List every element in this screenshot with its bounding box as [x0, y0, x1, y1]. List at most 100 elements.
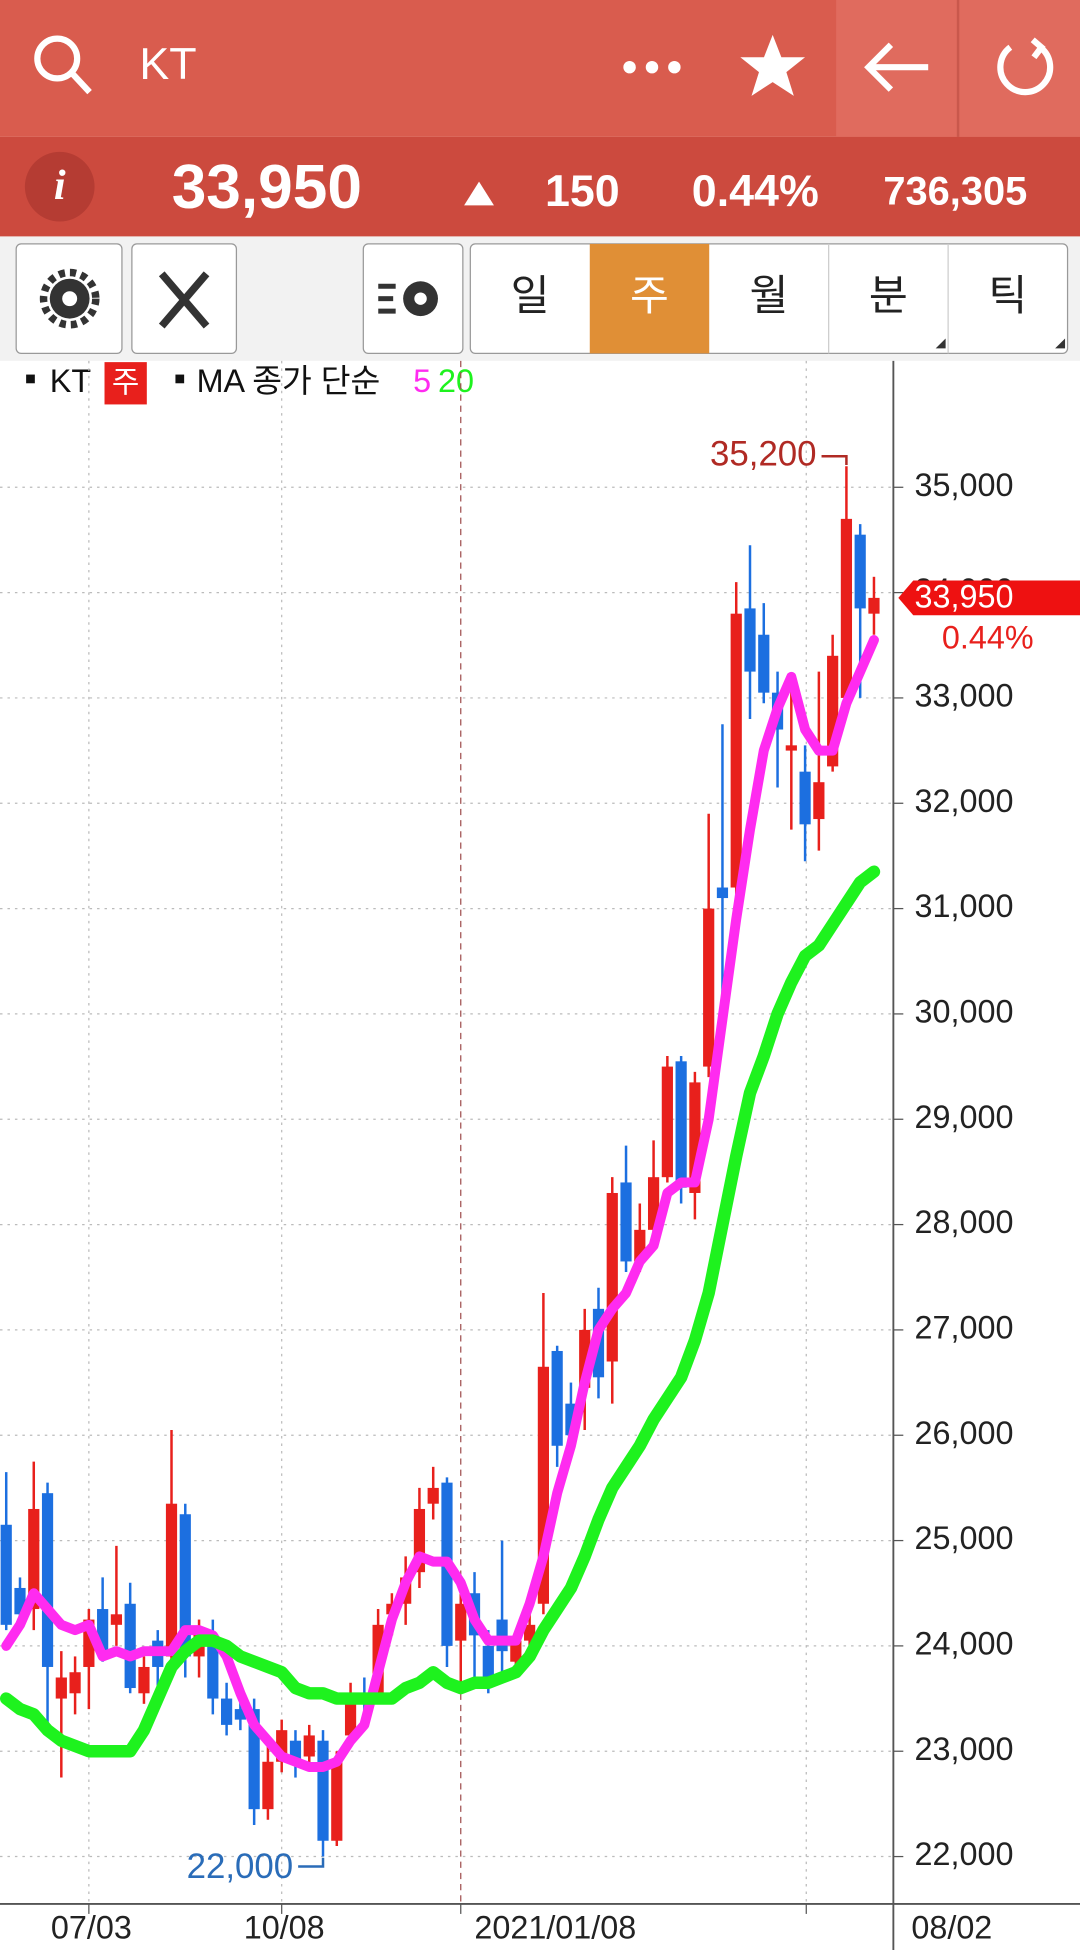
ma-line — [0, 865, 881, 1758]
legend-period-bg — [104, 362, 147, 405]
favorite-button[interactable] — [740, 34, 806, 96]
volume: 736,305 — [883, 170, 1027, 214]
y-tick-label: 29,000 — [915, 1099, 1014, 1135]
candle-body — [413, 1508, 426, 1573]
y-tick-label: 35,000 — [915, 467, 1014, 503]
x-tick-label: 2021/01/08 — [474, 1910, 636, 1946]
candle-body — [69, 1672, 81, 1694]
legend-entry: 5 — [413, 363, 431, 399]
info-icon: i — [54, 162, 66, 209]
candle-body — [83, 1619, 95, 1667]
tools-button[interactable] — [131, 243, 238, 355]
active-tab — [589, 243, 710, 354]
legend-period: 주 — [112, 366, 139, 399]
up-arrow — [464, 181, 494, 206]
candle-body — [647, 1177, 660, 1230]
y-tick-label: 28,000 — [915, 1204, 1014, 1240]
candle-body — [703, 908, 715, 1067]
y-tick-label: 25,000 — [915, 1520, 1014, 1556]
candle-body — [840, 518, 853, 698]
candle-body — [716, 887, 729, 899]
candle-body — [303, 1735, 315, 1757]
candle-body — [661, 1066, 673, 1178]
candle-body — [55, 1677, 67, 1699]
plot: 22,000 23,000 24,000 25,000 26,000 27,000 28,0… — [0, 360, 1080, 1946]
candle-body — [0, 1524, 12, 1625]
candle-body — [110, 1614, 123, 1625]
candle-body — [854, 534, 866, 609]
x-last-date: 08/02 — [911, 1910, 992, 1946]
candle-body — [634, 1229, 646, 1262]
min-arrow — [298, 1857, 325, 1868]
legend-marker — [175, 374, 185, 384]
x-tick-label: 07/03 — [51, 1910, 132, 1946]
candle-body — [496, 1619, 508, 1652]
candle-body — [331, 1761, 343, 1841]
candle-body — [524, 1624, 536, 1641]
legend-ma: MA 종가 단순 — [197, 363, 381, 399]
stock-name: KT — [139, 39, 196, 89]
change: 150 — [545, 166, 620, 216]
y-tick-label: 30,000 — [915, 993, 1014, 1029]
candle-body — [41, 1493, 54, 1667]
y-tick-label: 24,000 — [915, 1625, 1014, 1661]
candle-body — [799, 771, 811, 825]
info-button[interactable] — [24, 151, 95, 222]
last-price-tag — [898, 580, 1080, 616]
tab[interactable]: 일 — [511, 272, 550, 319]
candle-body — [689, 1082, 701, 1193]
tab[interactable]: 월 — [749, 272, 788, 319]
legend-series: 5 20 — [413, 363, 474, 399]
tab-corner — [935, 338, 946, 349]
y-tick-label: 32,000 — [915, 783, 1014, 819]
price-bar — [0, 136, 1080, 237]
candle-body — [537, 1366, 549, 1604]
last-change-label: 0.44% — [942, 620, 1034, 656]
more-button[interactable] — [623, 60, 681, 74]
refresh-button[interactable] — [997, 37, 1054, 96]
y-tick-label: 33,000 — [915, 677, 1014, 713]
candle-body — [138, 1666, 150, 1694]
tab[interactable]: 분 — [869, 272, 908, 319]
back-button[interactable] — [864, 42, 929, 92]
y-tick-label: 26,000 — [915, 1415, 1014, 1451]
candle-body — [744, 608, 756, 672]
change-pct: 0.44% — [692, 166, 819, 216]
candle-body — [510, 1640, 522, 1662]
candle-body — [276, 1730, 288, 1762]
candle-body — [234, 1709, 246, 1720]
settings-button[interactable] — [15, 243, 123, 355]
candle-body — [785, 745, 797, 751]
candle-body — [221, 1698, 233, 1725]
candle-body — [28, 1508, 40, 1610]
x-tick-label: 10/08 — [244, 1910, 325, 1946]
price: 33,950 — [172, 153, 362, 222]
candle-body — [97, 1609, 109, 1652]
legend-symbol: KT — [50, 363, 92, 399]
candle-body — [14, 1587, 26, 1615]
y-tick-label: 31,000 — [915, 888, 1014, 924]
tab-dividers — [828, 243, 949, 354]
max-arrow — [821, 455, 848, 465]
y-tick-label: 27,000 — [915, 1309, 1014, 1345]
candle-body — [427, 1487, 439, 1504]
candle-body — [565, 1403, 577, 1436]
search-button[interactable] — [34, 35, 92, 95]
candle-body — [827, 655, 839, 767]
candle-body — [579, 1329, 591, 1388]
candle-body — [165, 1503, 178, 1657]
max-label: 35,200 — [710, 434, 817, 473]
min-label: 22,000 — [187, 1847, 294, 1886]
candle-body — [207, 1635, 219, 1699]
candle-body — [758, 634, 770, 693]
y-tick-label: 22,000 — [915, 1836, 1014, 1872]
candle-body — [730, 613, 742, 888]
tab[interactable]: 주 — [630, 272, 669, 319]
indicator-settings-button[interactable] — [362, 243, 464, 355]
tab[interactable]: 틱 — [988, 272, 1027, 319]
candle-body — [813, 782, 825, 820]
legend-marker — [26, 374, 35, 384]
candle-body — [455, 1603, 467, 1641]
